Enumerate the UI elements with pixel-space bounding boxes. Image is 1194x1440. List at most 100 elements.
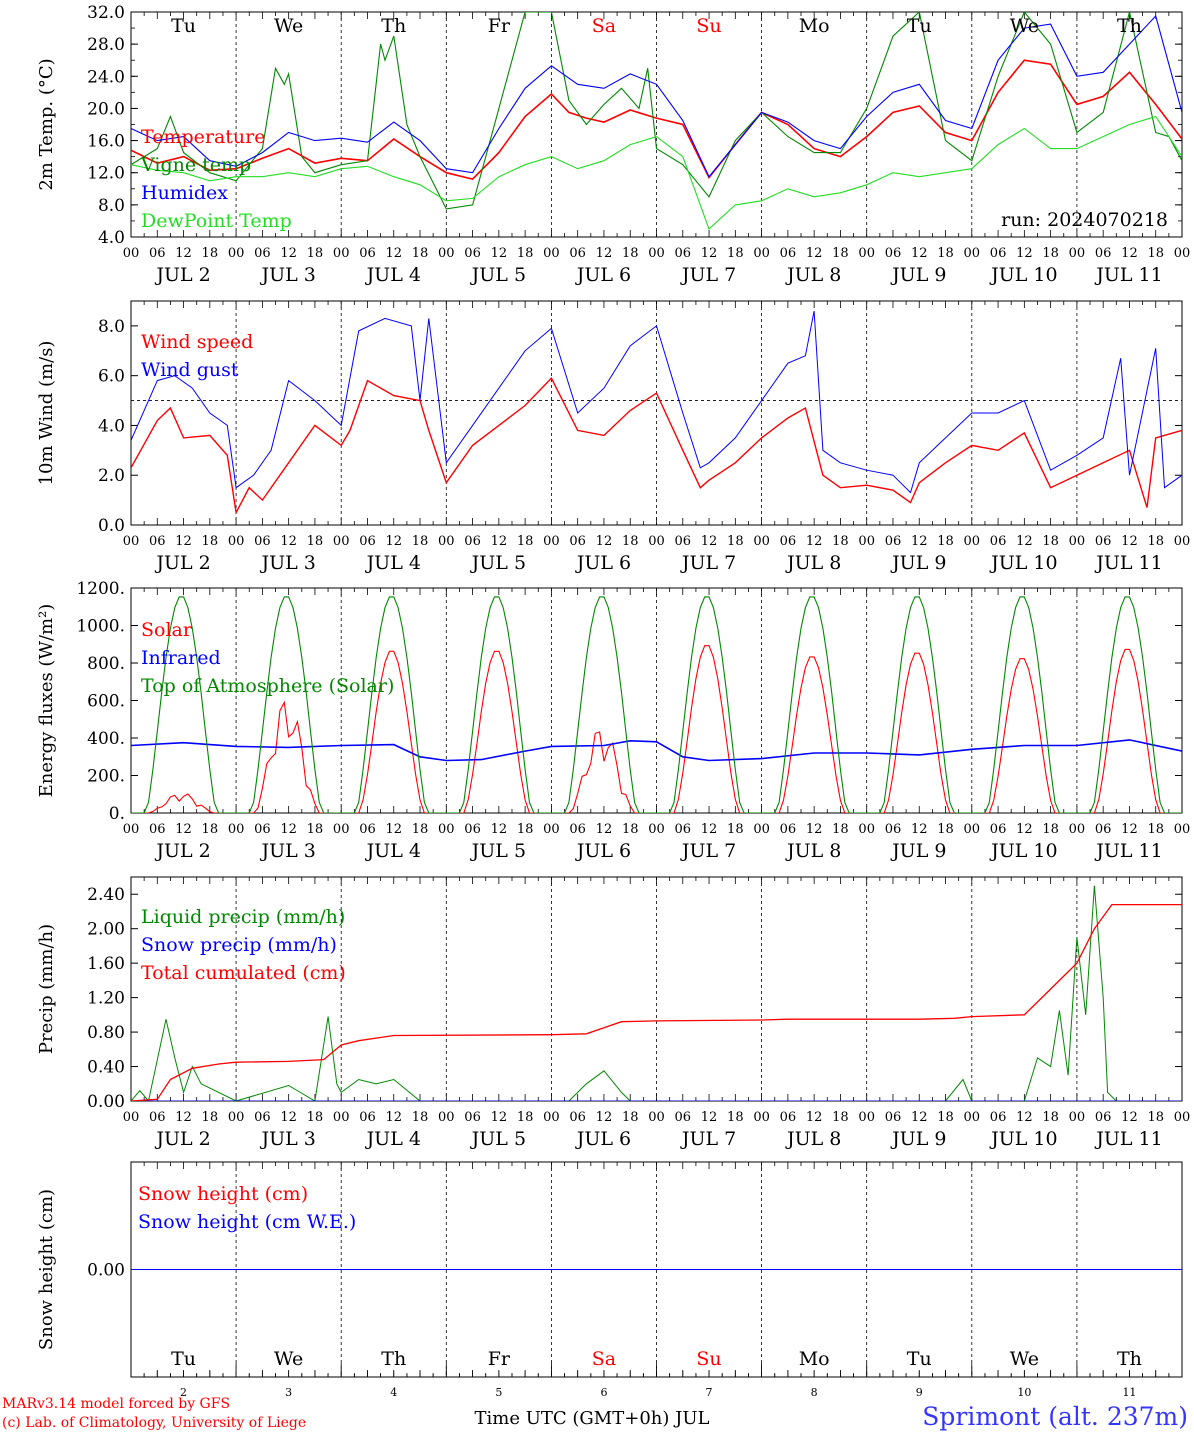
- hour-tick-label: 00: [858, 822, 875, 837]
- legend-entry: Wind gust: [141, 359, 239, 381]
- weekday-label-bottom: Tu: [907, 1348, 932, 1370]
- hour-tick-label: 00: [1174, 246, 1191, 261]
- legend-entry: Snow precip (mm/h): [141, 934, 337, 956]
- hour-tick-label: 12: [385, 246, 402, 261]
- hour-tick-label: 00: [964, 246, 981, 261]
- hour-tick-label: 12: [806, 822, 823, 837]
- hour-tick-label: 00: [964, 822, 981, 837]
- date-label: JUL 4: [365, 840, 421, 862]
- hour-tick-label: 12: [280, 822, 297, 837]
- hour-tick-label: 00: [1069, 246, 1086, 261]
- hour-tick-label: 06: [780, 822, 797, 837]
- y-tick-label: 32.0: [87, 3, 125, 23]
- hour-tick-label: 00: [648, 822, 665, 837]
- date-label: JUL 5: [470, 840, 526, 862]
- series-wind-speed: [131, 377, 1182, 515]
- y-tick-label: 2.00: [87, 920, 125, 940]
- day-number-label: 3: [285, 1386, 292, 1399]
- date-label: JUL 9: [890, 552, 946, 574]
- hour-tick-label: 06: [359, 246, 376, 261]
- hour-tick-label: 12: [280, 246, 297, 261]
- date-label: JUL 2: [154, 552, 210, 574]
- hour-tick-label: 18: [412, 822, 429, 837]
- hour-tick-label: 18: [307, 1110, 324, 1125]
- hour-tick-label: 06: [675, 822, 692, 837]
- hour-tick-label: 06: [149, 534, 166, 549]
- plot-frame: [130, 11, 1183, 238]
- hour-tick-label: 06: [885, 822, 902, 837]
- hour-tick-label: 18: [1042, 534, 1059, 549]
- y-axis-label: Energy fluxes (W/m²): [36, 604, 57, 798]
- date-label: JUL 6: [575, 1128, 631, 1150]
- legend-entry: Total cumulated (cm): [141, 962, 346, 984]
- hour-tick-label: 06: [780, 534, 797, 549]
- hour-tick-label: 06: [149, 1110, 166, 1125]
- run-label: run: 2024070218: [1001, 209, 1168, 231]
- hour-tick-label: 00: [753, 1110, 770, 1125]
- hour-tick-label: 18: [832, 246, 849, 261]
- y-tick-label: 12.0: [87, 164, 125, 184]
- hour-tick-label: 00: [753, 534, 770, 549]
- hour-tick-label: 06: [149, 246, 166, 261]
- lab-credit: (c) Lab. of Climatology, University of L…: [2, 1415, 307, 1431]
- date-label: JUL 6: [575, 264, 631, 286]
- date-label: JUL 10: [989, 552, 1057, 574]
- date-label: JUL 5: [470, 552, 526, 574]
- weekday-label-top: Sa: [592, 15, 616, 37]
- date-label: JUL 8: [785, 1128, 841, 1150]
- legend-entry: Temperature: [141, 126, 265, 148]
- series-temperature: [131, 59, 1182, 180]
- hour-tick-label: 18: [1042, 246, 1059, 261]
- date-label: JUL 7: [680, 552, 736, 574]
- hour-tick-label: 12: [596, 534, 613, 549]
- legend-entry: Vigne temp: [140, 154, 251, 176]
- date-label: JUL 2: [154, 1128, 210, 1150]
- hour-tick-label: 06: [149, 822, 166, 837]
- hour-tick-label: 18: [412, 534, 429, 549]
- hour-tick-label: 06: [464, 822, 481, 837]
- hour-tick-label: 06: [254, 246, 271, 261]
- hour-tick-label: 12: [1121, 822, 1138, 837]
- legend-entry: Top of Atmosphere (Solar): [141, 675, 394, 697]
- hour-tick-label: 00: [228, 1110, 245, 1125]
- hour-tick-label: 00: [333, 246, 350, 261]
- hour-tick-label: 12: [911, 822, 928, 837]
- panel-4: 0.00 0.40 0.80 1.20 1.60 2.00 2.40 Precip (mm/h…: [36, 876, 1191, 1150]
- hour-tick-label: 12: [491, 246, 508, 261]
- panel-1: 4.0 8.0 12.0 16.0 20.0 24.0 28.0 32.0 2m Temp. (…: [36, 3, 1190, 286]
- hour-tick-label: 06: [990, 822, 1007, 837]
- hour-tick-label: 06: [885, 1110, 902, 1125]
- date-label: JUL 11: [1094, 552, 1162, 574]
- hour-tick-label: 18: [727, 534, 744, 549]
- hour-tick-label: 00: [333, 822, 350, 837]
- plot-frame: [130, 300, 1183, 526]
- series-infrared: [131, 739, 1182, 762]
- weekday-label-top: We: [1010, 15, 1039, 37]
- hour-tick-label: 00: [228, 246, 245, 261]
- hour-tick-label: 12: [596, 246, 613, 261]
- hour-tick-label: 12: [701, 534, 718, 549]
- weekday-label-top: Tu: [907, 15, 932, 37]
- hour-tick-label: 18: [1147, 822, 1164, 837]
- date-label: JUL 2: [154, 840, 210, 862]
- y-axis-label: 10m Wind (m/s): [36, 341, 57, 486]
- hour-tick-label: 12: [385, 1110, 402, 1125]
- hour-tick-label: 12: [491, 822, 508, 837]
- time-axis-label: Time UTC (GMT+0h) JUL: [475, 1408, 710, 1429]
- hour-tick-label: 18: [727, 1110, 744, 1125]
- date-label: JUL 2: [154, 264, 210, 286]
- hour-tick-label: 12: [280, 1110, 297, 1125]
- hour-tick-label: 00: [1174, 534, 1191, 549]
- date-label: JUL 3: [259, 552, 315, 574]
- x-tick-labels: 00 06 12 18 00 06 12 18 00 06 12 18 00 06 12 18 00 06 12 18…: [123, 1110, 1191, 1150]
- hour-tick-label: 18: [832, 1110, 849, 1125]
- hour-tick-label: 12: [911, 246, 928, 261]
- hour-tick-label: 00: [858, 534, 875, 549]
- day-number-label: 9: [916, 1386, 923, 1399]
- day-number-label: 7: [706, 1386, 713, 1399]
- hour-tick-label: 00: [543, 534, 560, 549]
- y-tick-label: 8.0: [98, 317, 125, 337]
- hour-tick-label: 06: [569, 246, 586, 261]
- y-tick-label: 28.0: [87, 35, 125, 55]
